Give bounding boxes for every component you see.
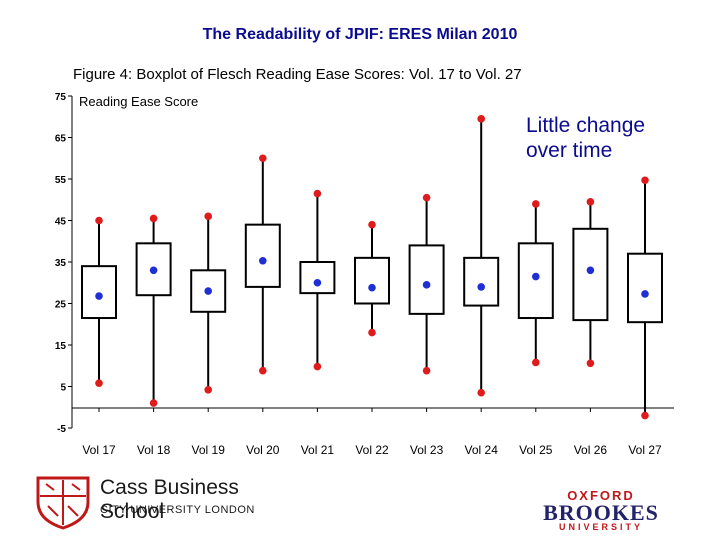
box [627,252,663,324]
min-point [95,379,103,387]
y-tick-label: 5 [60,383,66,394]
y-tick-label: 75 [55,92,67,103]
box [517,242,554,320]
median-point [95,292,103,300]
y-axis-label: Reading Ease Score [79,94,199,109]
max-point [259,154,267,163]
median-point [422,281,431,289]
min-point [313,362,322,371]
category-label: Vol 25 [519,443,553,457]
max-point [422,193,431,202]
max-point [586,198,595,206]
median-point [586,266,595,275]
min-point [422,366,431,375]
median-point [532,272,540,281]
figure-title: Figure 4: Boxplot of Flesch Reading Ease… [73,66,522,83]
max-point [313,189,322,198]
category-label: Vol 19 [192,443,226,457]
max-point [368,220,376,229]
max-point [149,214,158,223]
min-point [532,358,540,367]
y-tick-label: 35 [55,258,67,269]
chart-boxes [81,115,663,420]
box [81,265,117,320]
min-point [641,411,649,420]
median-point [149,266,158,275]
min-point [368,328,376,337]
category-label: Vol 24 [465,443,499,457]
cass-crest-icon [36,476,90,530]
cass-subtitle: CITY UNIVERSITY LONDON [100,504,255,516]
median-point [641,290,649,298]
box [354,256,390,305]
category-label: Vol 27 [628,443,662,457]
y-tick-label: 55 [55,175,67,186]
max-point [641,176,649,185]
category-label: Vol 17 [82,443,116,457]
median-point [368,283,376,292]
min-point [586,359,595,368]
university-text: UNIVERSITY [558,522,643,532]
min-point [204,386,212,394]
min-point [477,388,486,397]
category-label: Vol 20 [246,443,280,457]
annotation-line-2: over time [526,139,613,162]
box [244,223,281,288]
brookes-text: BROOKES [543,500,659,525]
oxford-brookes-logo: OXFORD BROOKES UNIVERSITY [526,488,676,532]
box [572,227,609,322]
category-label: Vol 23 [410,443,444,457]
max-point [204,212,212,221]
annotation: Little change over time [526,113,696,163]
chart-axes: 75 65 55 45 35 25 15 5 -5 Vol 17 Vol 18 Vol 19 Vol 2… [55,92,674,457]
annotation-line-1: Little change [526,114,646,137]
cass-business-school-logo: Cass Business School CITY UNIVERSITY LON… [32,470,292,530]
slide-title: The Readability of JPIF: ERES Milan 2010 [202,26,518,43]
oxford-text: OXFORD [567,488,635,503]
median-point [313,278,322,287]
min-point [149,399,158,407]
box [408,244,445,315]
median-point [259,256,267,265]
median-point [204,287,212,295]
min-point [259,366,267,375]
box [299,261,336,295]
y-tick-label: 65 [55,134,67,145]
cass-name: Cass Business School [100,476,239,523]
category-label: Vol 26 [574,443,608,457]
max-point [532,200,540,208]
category-label: Vol 21 [301,443,335,457]
category-label: Vol 22 [355,443,389,457]
box [463,256,500,307]
max-point [95,216,103,225]
y-tick-label: -5 [57,424,66,435]
category-label: Vol 18 [137,443,171,457]
y-tick-label: 25 [55,300,67,311]
y-tick-label: 15 [55,341,67,352]
max-point [477,115,486,123]
y-tick-label: 45 [55,217,67,228]
median-point [477,283,486,291]
